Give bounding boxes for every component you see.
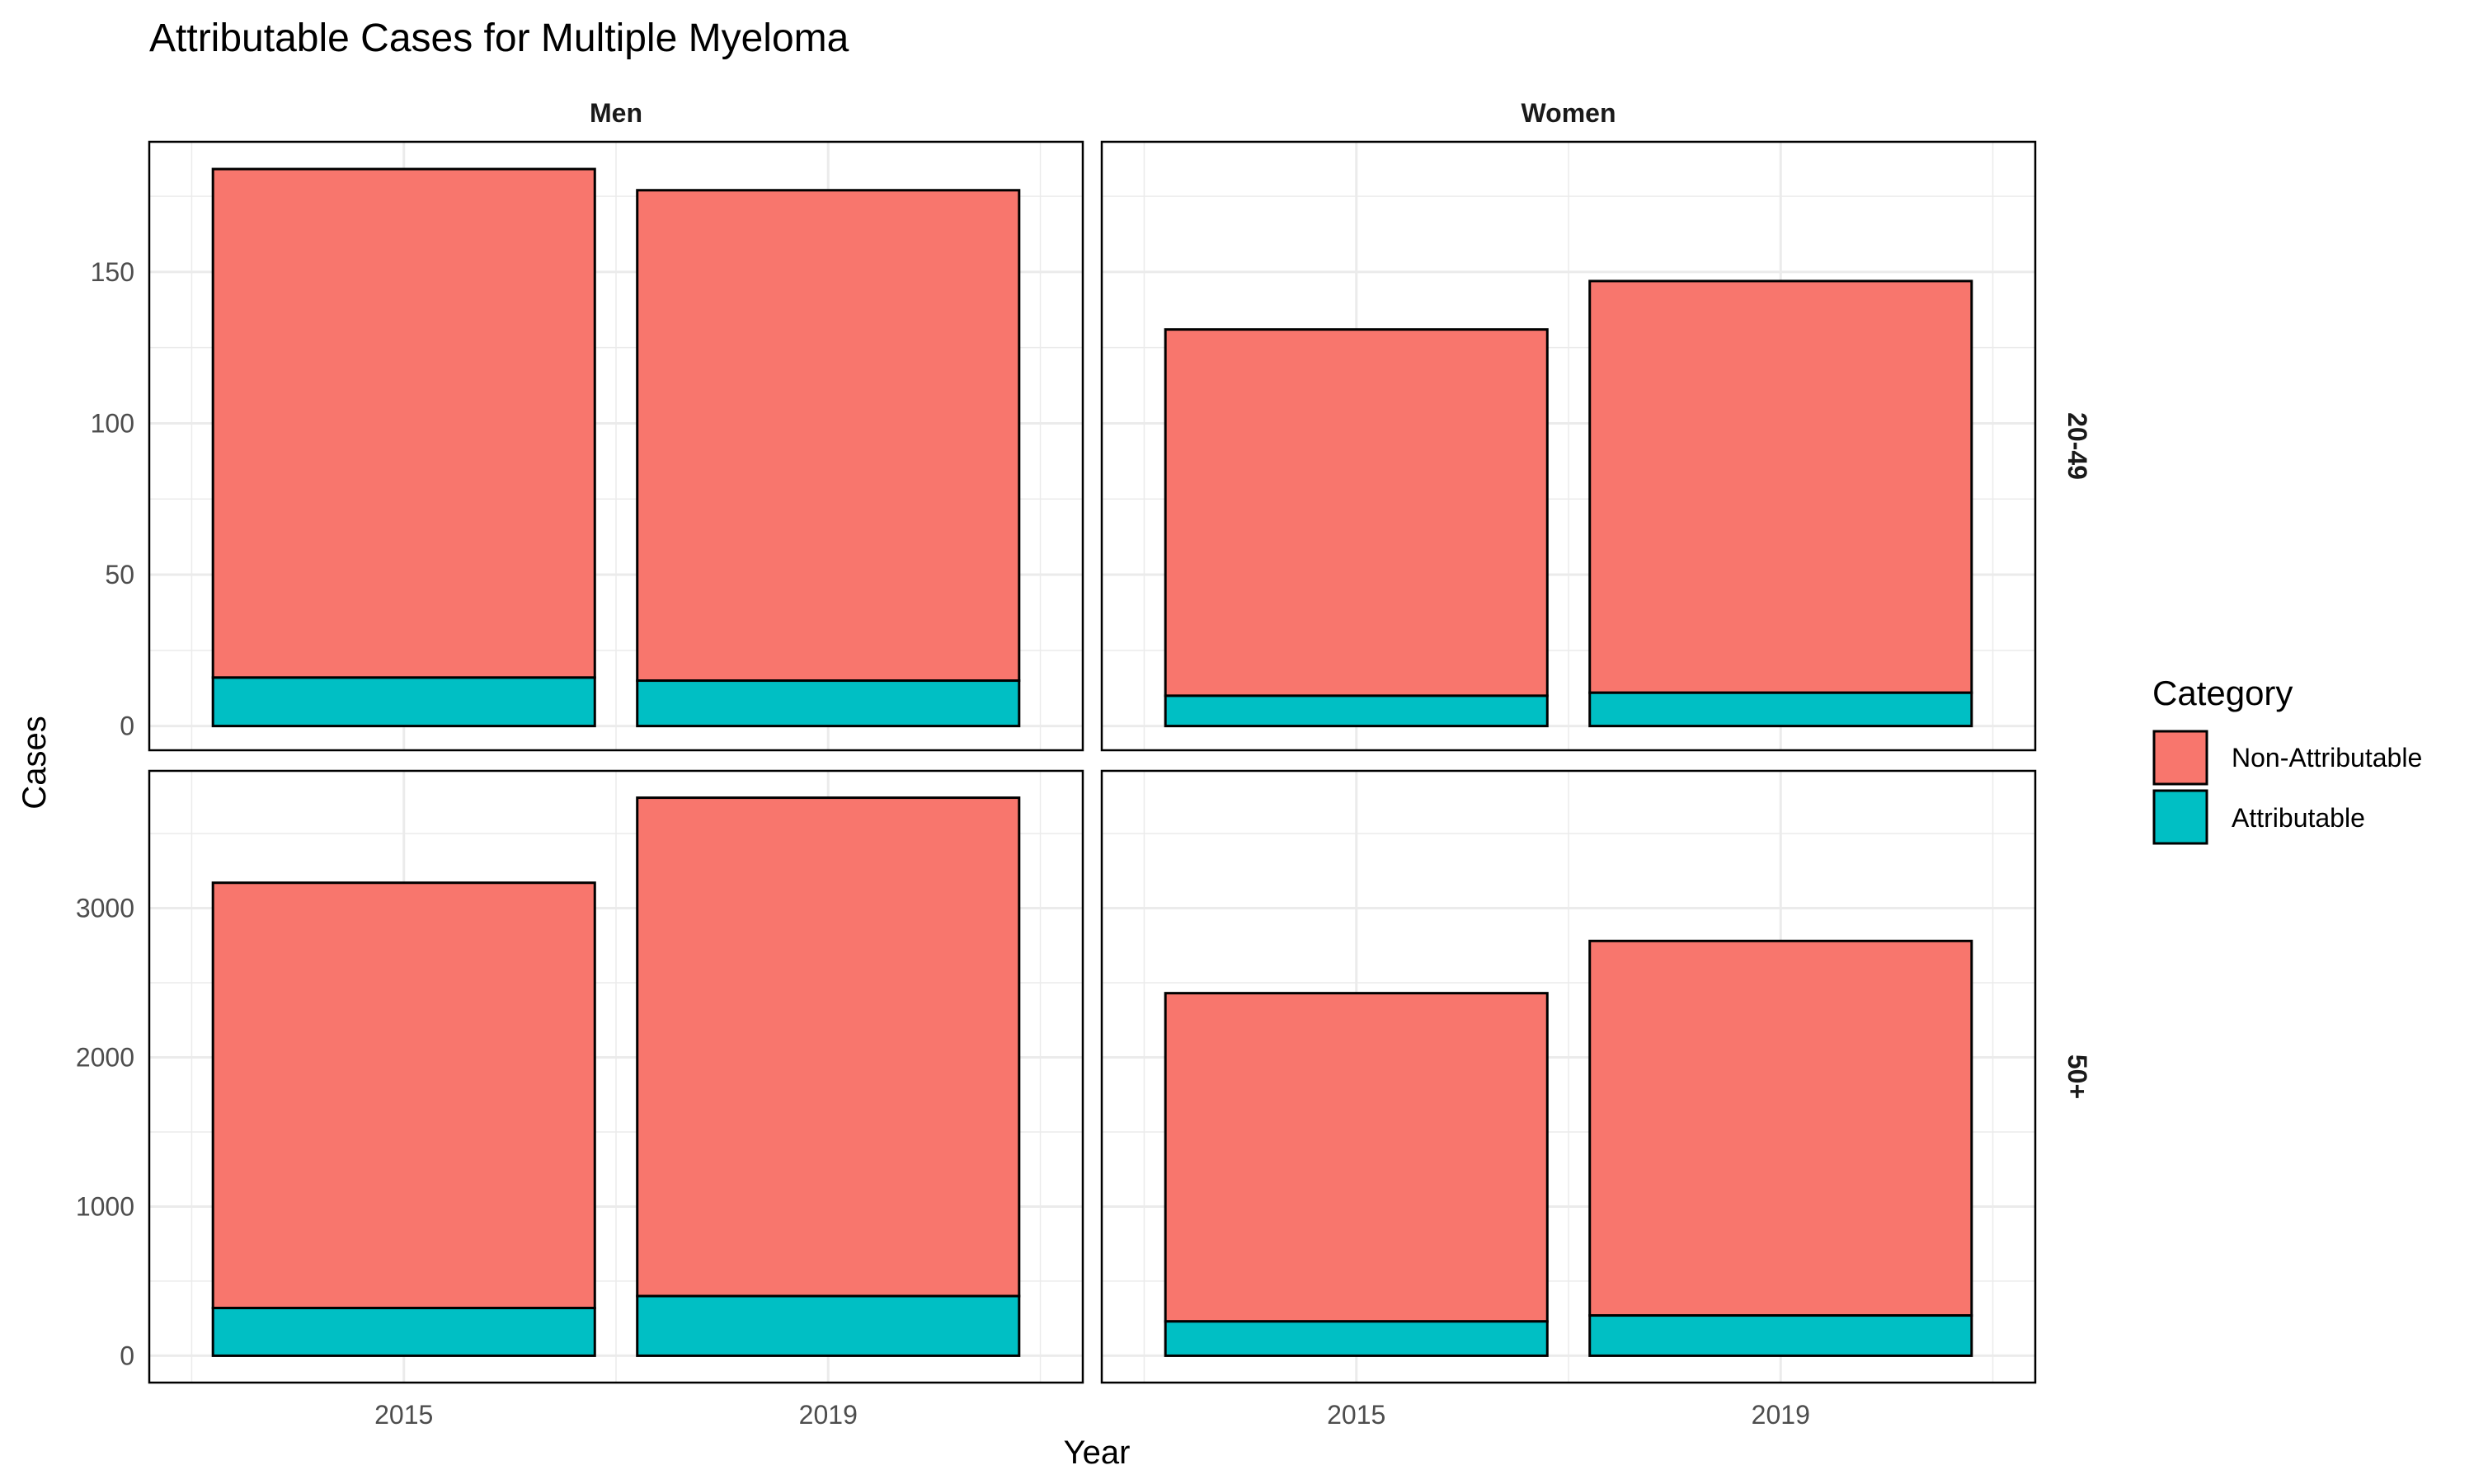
bar-attributable-2015 (1164, 1320, 1549, 1357)
panel-men-50-border (148, 769, 1084, 1384)
legend-swatch-attributable (2152, 789, 2208, 845)
bar-non-attributable-2019 (1588, 939, 1973, 1317)
x-tick-label: 2015 (374, 1400, 433, 1430)
y-tick-label: 1000 (76, 1191, 134, 1221)
bar-non-attributable-2019 (1588, 279, 1973, 694)
panel-women-20-49 (1100, 140, 2037, 752)
bar-attributable-2019 (1588, 691, 1973, 728)
bar-non-attributable-2015 (211, 881, 596, 1310)
facet-panels: 0 50 100 150 0 1000 2000 3000 2015 2019 2015 2019 Me… (76, 98, 2092, 1430)
row-strip-label-50: 50+ (2062, 1054, 2092, 1099)
bar-attributable-2019 (636, 1294, 1021, 1357)
legend-label-non-attributable: Non-Attributable (2232, 743, 2422, 773)
legend-swatch-non-attributable (2152, 730, 2208, 786)
y-tick-label: 3000 (76, 893, 134, 923)
bar-attributable-2019 (636, 679, 1021, 728)
column-strip-label-men: Men (590, 98, 642, 128)
panel-men-50: 0 1000 2000 3000 2015 2019 (76, 769, 1084, 1430)
y-axis-title: Cases (16, 716, 53, 809)
y-tick-label: 100 (91, 408, 134, 438)
bar-attributable-2015 (211, 676, 596, 728)
bar-non-attributable-2019 (636, 796, 1021, 1298)
bar-non-attributable-2015 (211, 167, 596, 679)
legend: Category Non-Attributable Attributable (2152, 674, 2422, 845)
panel-women-20-49-border (1100, 140, 2037, 752)
y-tick-label: 0 (120, 1341, 134, 1370)
y-tick-label: 50 (105, 560, 134, 589)
legend-title: Category (2152, 674, 2293, 712)
x-tick-label: 2015 (1327, 1400, 1385, 1430)
panel-women-50: 2015 2019 (1100, 769, 2037, 1430)
bar-attributable-2015 (211, 1307, 596, 1357)
bar-non-attributable-2015 (1164, 328, 1549, 697)
bar-attributable-2015 (1164, 694, 1549, 728)
panel-men-20-49: 0 50 100 150 (91, 140, 1084, 752)
x-tick-label: 2019 (799, 1400, 858, 1430)
bar-attributable-2019 (1588, 1314, 1973, 1357)
y-tick-label: 2000 (76, 1042, 134, 1072)
y-tick-label: 0 (120, 711, 134, 741)
column-strip-label-women: Women (1522, 98, 1616, 128)
y-tick-label: 150 (91, 257, 134, 287)
chart-title: Attributable Cases for Multiple Myeloma (149, 16, 849, 60)
x-tick-label: 2019 (1752, 1400, 1810, 1430)
row-strip-label-20-49: 20-49 (2062, 412, 2092, 480)
bar-non-attributable-2019 (636, 189, 1021, 683)
panel-men-20-49-border (148, 140, 1084, 752)
legend-label-attributable: Attributable (2232, 803, 2365, 833)
x-axis-title: Year (1064, 1435, 1131, 1471)
bar-non-attributable-2015 (1164, 992, 1549, 1323)
panel-women-50-border (1100, 769, 2037, 1384)
